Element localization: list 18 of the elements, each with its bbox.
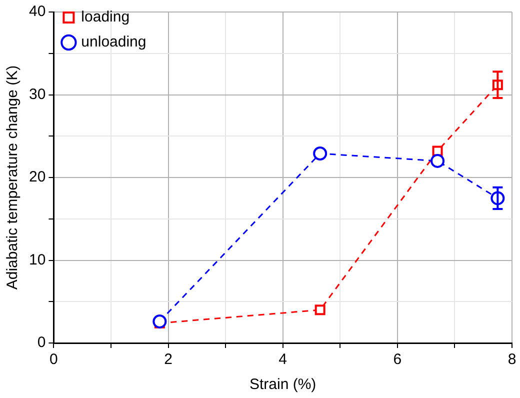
- point: [152, 314, 167, 328]
- x-axis-title: Strain (%): [250, 376, 316, 394]
- x-tick-label: 6: [393, 351, 402, 368]
- x-tick-label: 8: [508, 351, 516, 368]
- x-tick-label: 2: [164, 351, 172, 368]
- y-tick-label: 40: [28, 3, 46, 20]
- y-tick-label: 20: [28, 168, 46, 186]
- legend-label: unloading: [81, 34, 146, 51]
- point: [314, 304, 326, 316]
- x-tick-label: 4: [278, 351, 288, 368]
- point: [313, 146, 328, 161]
- x-tick-label: 0: [50, 351, 58, 368]
- y-axis-title: Adiabatic temperature change (K): [4, 65, 22, 290]
- y-tick-label: 0: [37, 334, 46, 352]
- legend-label: loading: [81, 8, 130, 26]
- point: [430, 154, 445, 168]
- y-tick-label: 10: [28, 251, 46, 268]
- y-tick-label: 30: [28, 86, 46, 103]
